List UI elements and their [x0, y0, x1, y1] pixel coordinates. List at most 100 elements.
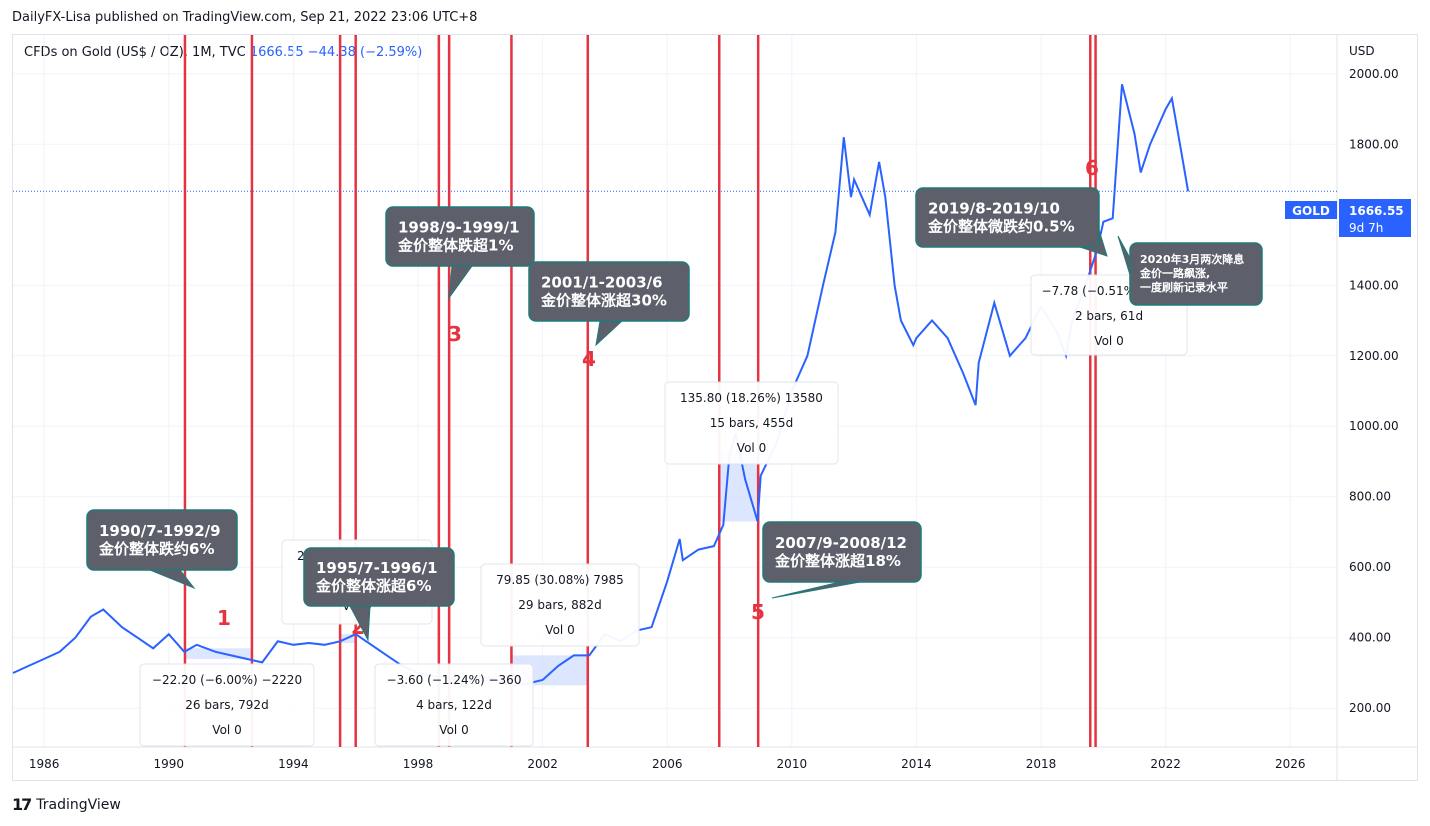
published-credit: DailyFX-Lisa published on TradingView.co… — [12, 10, 478, 25]
measure-box-bg — [374, 663, 534, 747]
period-number: 5 — [751, 600, 765, 624]
price-tick-label: 2000.00 — [1349, 67, 1399, 81]
measure-line-1: −3.60 (−1.24%) −360 — [387, 673, 522, 687]
callout-tail — [448, 265, 473, 300]
time-tick-label: 1990 — [153, 757, 184, 771]
measure-box-bg — [664, 381, 839, 465]
measure-box: 79.85 (30.08%) 7985 29 bars, 882d Vol 0 — [480, 563, 640, 647]
measure-line-3: Vol 0 — [737, 441, 766, 455]
price-label-value: 1666.55 — [1349, 204, 1404, 218]
price-label: GOLD 1666.55 9d 7h — [1285, 199, 1411, 237]
tv-logo-icon: 17 — [12, 795, 32, 814]
measure-fill — [184, 648, 252, 659]
time-tick-label: 2002 — [527, 757, 558, 771]
price-label-symbol: GOLD — [1292, 204, 1330, 218]
callout-box — [1129, 242, 1263, 306]
chart-frame — [12, 34, 1418, 781]
callout-tail — [771, 581, 861, 599]
callout-box — [303, 547, 455, 607]
time-tick-label: 2006 — [652, 757, 683, 771]
price-tick-label: 1000.00 — [1349, 419, 1399, 433]
measure-line-1: 79.85 (30.08%) 7985 — [496, 573, 624, 587]
callout-line: 2019/8-2019/10 — [928, 200, 1060, 218]
period-number: 1 — [217, 606, 231, 630]
last-price: 1666.55 — [249, 45, 304, 60]
callout-box — [762, 521, 922, 583]
time-tick-label: 1986 — [29, 757, 60, 771]
period-number: 3 — [448, 322, 462, 346]
period-number: 6 — [1085, 156, 1099, 180]
callout-line: 1990/7-1992/9 — [99, 522, 221, 540]
measure-line-1: −22.20 (−6.00%) −2220 — [152, 673, 302, 687]
price-tick-label: 200.00 — [1349, 701, 1391, 715]
price-tick-label: 1400.00 — [1349, 278, 1399, 292]
price-tick-label: 400.00 — [1349, 631, 1391, 645]
callout-line: 2007/9-2008/12 — [775, 534, 907, 552]
price-label-countdown: 9d 7h — [1349, 221, 1383, 235]
callout-line: 金价整体涨超18% — [774, 552, 901, 570]
measure-line-3: Vol 0 — [439, 723, 468, 737]
price-label-bg — [1339, 199, 1411, 237]
time-axis[interactable]: 1986 1990 1994 1998 2002 2006 2010 2014 2018 2022… — [29, 757, 1306, 771]
callout-line: 2001/1-2003/6 — [541, 274, 663, 292]
time-tick-label: 2022 — [1150, 757, 1181, 771]
time-tick-label: 2018 — [1026, 757, 1057, 771]
period-number: 4 — [582, 347, 596, 371]
symbol-title: CFDs on Gold (US$ / OZ), 1M, TVC — [24, 45, 246, 60]
callout-line: 一度刷新记录水平 — [1140, 280, 1228, 294]
measure-line-2: 29 bars, 882d — [518, 598, 601, 612]
callout-line: 金价整体跌约6% — [98, 540, 214, 558]
measure-line-2: 26 bars, 792d — [185, 698, 268, 712]
measure-box: −3.60 (−1.24%) −360 4 bars, 122d Vol 0 — [374, 663, 534, 747]
callout-tail — [1117, 235, 1131, 276]
measure-line-2: 4 bars, 122d — [416, 698, 492, 712]
callout-line: 金价一路飙涨, — [1139, 266, 1210, 280]
measure-box-bg — [139, 663, 315, 747]
time-tick-label: 2026 — [1275, 757, 1306, 771]
vertical-markers — [183, 35, 1097, 747]
time-tick-label: 2010 — [777, 757, 808, 771]
measure-line-1: 135.80 (18.26%) 13580 — [680, 391, 823, 405]
time-tick-label: 2014 — [901, 757, 932, 771]
measure-line-3: Vol 0 — [212, 723, 241, 737]
callout-line: 金价整体微跌约0.5% — [927, 218, 1075, 236]
measure-line-2: 15 bars, 455d — [710, 416, 793, 430]
callout-tail — [149, 569, 196, 590]
symbol-legend: CFDs on Gold (US$ / OZ), 1M, TVC 1666.55… — [24, 45, 422, 60]
measure-line-3: Vol 0 — [1094, 334, 1123, 348]
measure-box: 135.80 (18.26%) 13580 15 bars, 455d Vol 0 — [664, 381, 839, 465]
callout-line: 金价整体涨超30% — [540, 292, 667, 310]
callout-line: 金价整体涨超6% — [315, 577, 431, 595]
time-tick-label: 1994 — [278, 757, 309, 771]
callout-box — [385, 206, 535, 267]
measure-box: −22.20 (−6.00%) −2220 26 bars, 792d Vol 0 — [139, 663, 315, 747]
measure-line-3: Vol 0 — [545, 623, 574, 637]
price-axis[interactable]: USD 2000.00 1800.00 1400.00 1200.00 1000.00 80… — [1349, 44, 1399, 715]
price-label-symbol-bg — [1285, 201, 1337, 219]
price-tick-label: 1800.00 — [1349, 137, 1399, 151]
measure-line-2: 2 bars, 61d — [1075, 309, 1143, 323]
callouts: 1990/7-1992/9金价整体跌约6%1995/7-1996/1金价整体涨超… — [86, 187, 1263, 642]
callout-line: 1995/7-1996/1 — [316, 559, 438, 577]
callout-tail — [595, 320, 624, 347]
callout-line: 金价整体跌超1% — [397, 237, 513, 255]
price-change: −44.38 (−2.59%) — [307, 45, 423, 60]
price-tick-label: 1200.00 — [1349, 349, 1399, 363]
price-tick-label: 600.00 — [1349, 560, 1391, 574]
callout-box — [915, 187, 1100, 248]
tradingview-logo[interactable]: 17 TradingView — [12, 795, 121, 814]
brand-label: TradingView — [36, 796, 121, 813]
measure-boxes: −22.20 (−6.00%) −2220 26 bars, 792d Vol 0 2… — [139, 274, 1188, 747]
measure-box-bg — [480, 563, 640, 647]
callout-line: 2020年3月两次降息 — [1140, 252, 1244, 266]
callout-box — [528, 261, 690, 322]
callout-line: 1998/9-1999/1 — [398, 219, 520, 237]
